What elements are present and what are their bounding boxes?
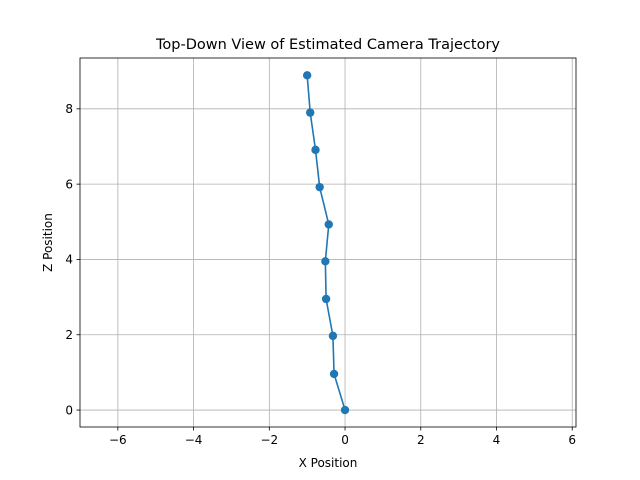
- x-tick-label: 0: [341, 433, 349, 447]
- trajectory-point: [311, 145, 320, 155]
- trajectory-line: [306, 75, 346, 411]
- x-axis-label: X Position: [299, 456, 358, 470]
- y-tick-label: 2: [65, 328, 73, 342]
- grid: [80, 58, 576, 427]
- chart-title: Top-Down View of Estimated Camera Trajec…: [155, 37, 500, 53]
- x-tick-label: −6: [109, 433, 127, 447]
- trajectory-point: [329, 369, 339, 379]
- trajectory-point: [315, 182, 324, 192]
- ticks: −6 −4 −2 0 2 4 6 0 2 4 6 8: [65, 102, 576, 447]
- y-axis-label: Z Position: [41, 213, 55, 272]
- y-tick-label: 6: [65, 177, 73, 191]
- x-tick-label: −4: [185, 433, 203, 447]
- y-tick-label: 4: [65, 253, 73, 267]
- trajectory-point: [324, 220, 333, 229]
- trajectory-point: [306, 108, 315, 117]
- trajectory-point: [321, 257, 330, 266]
- x-tick-label: 6: [568, 433, 576, 447]
- y-tick-label: 0: [65, 403, 73, 417]
- x-tick-label: 2: [417, 433, 425, 447]
- trajectory-point: [302, 71, 312, 80]
- plot-frame: [79, 57, 577, 428]
- trajectory-point: [328, 331, 338, 341]
- series-layer: [302, 71, 350, 415]
- x-tick-label: −2: [260, 433, 278, 447]
- trajectory-point: [321, 294, 331, 304]
- x-tick-label: 4: [493, 433, 501, 447]
- y-tick-label: 8: [65, 102, 73, 116]
- trajectory-point: [340, 405, 350, 415]
